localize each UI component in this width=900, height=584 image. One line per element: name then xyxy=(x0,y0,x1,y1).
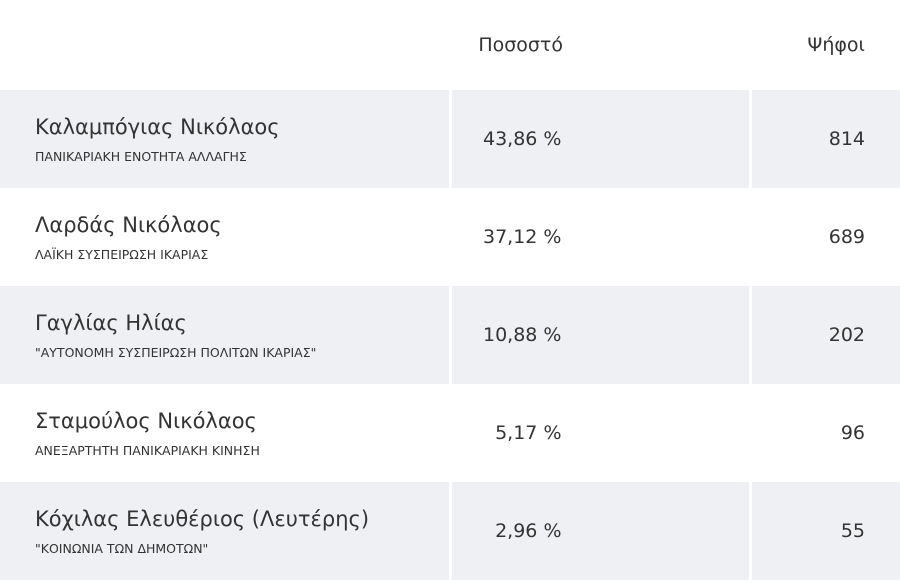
party-name: "ΚΟΙΝΩΝΙΑ ΤΩΝ ΔΗΜΟΤΩΝ" xyxy=(35,540,209,556)
result-row: Λαρδάς Νικόλαος ΛΑΪΚΗ ΣΥΣΠΕΙΡΩΣΗ ΙΚΑΡΙΑΣ 3… xyxy=(0,188,900,286)
result-row: Καλαμπόγιας Νικόλαος ΠΑΝΙΚΑΡΙΑΚΗ ΕΝΟΤΗΤΑ … xyxy=(0,90,900,188)
party-name: ΛΑΪΚΗ ΣΥΣΠΕΙΡΩΣΗ ΙΚΑΡΙΑΣ xyxy=(35,246,209,262)
result-row: Γαγλίας Ηλίας "ΑΥΤΟΝΟΜΗ ΣΥΣΠΕΙΡΩΣΗ ΠΟΛΙΤΩ… xyxy=(0,286,900,384)
votes-cell: 96 xyxy=(748,384,900,482)
header-percent: Ποσοστό xyxy=(478,34,563,56)
votes-cell: 689 xyxy=(748,188,900,286)
table-body: Καλαμπόγιας Νικόλαος ΠΑΝΙΚΑΡΙΑΚΗ ΕΝΟΤΗΤΑ … xyxy=(0,90,900,580)
votes-cell: 814 xyxy=(748,90,900,188)
votes-cell: 202 xyxy=(748,286,900,384)
candidate-name: Κόχιλας Ελευθέριος (Λευτέρης) xyxy=(35,506,370,531)
percent-cell: 37,12 % xyxy=(448,188,750,286)
candidate-cell: Λαρδάς Νικόλαος ΛΑΪΚΗ ΣΥΣΠΕΙΡΩΣΗ ΙΚΑΡΙΑΣ xyxy=(0,188,450,286)
candidate-name: Λαρδάς Νικόλαος xyxy=(35,212,222,237)
candidate-name: Σταμούλος Νικόλαος xyxy=(35,408,257,433)
party-name: ΠΑΝΙΚΑΡΙΑΚΗ ΕΝΟΤΗΤΑ ΑΛΛΑΓΗΣ xyxy=(35,148,247,164)
percent-cell: 2,96 % xyxy=(448,482,750,580)
percent-cell: 5,17 % xyxy=(448,384,750,482)
candidate-cell: Καλαμπόγιας Νικόλαος ΠΑΝΙΚΑΡΙΑΚΗ ΕΝΟΤΗΤΑ … xyxy=(0,90,450,188)
candidate-name: Καλαμπόγιας Νικόλαος xyxy=(35,114,280,139)
percent-cell: 10,88 % xyxy=(448,286,750,384)
party-name: "ΑΥΤΟΝΟΜΗ ΣΥΣΠΕΙΡΩΣΗ ΠΟΛΙΤΩΝ ΙΚΑΡΙΑΣ" xyxy=(35,344,317,360)
party-name: ΑΝΕΞΑΡΤΗΤΗ ΠΑΝΙΚΑΡΙΑΚΗ ΚΙΝΗΣΗ xyxy=(35,442,260,458)
votes-cell: 55 xyxy=(748,482,900,580)
result-row: Κόχιλας Ελευθέριος (Λευτέρης) "ΚΟΙΝΩΝΙΑ Τ… xyxy=(0,482,900,580)
candidate-name: Γαγλίας Ηλίας xyxy=(35,310,187,335)
header-votes: Ψήφοι xyxy=(807,34,865,56)
result-row: Σταμούλος Νικόλαος ΑΝΕΞΑΡΤΗΤΗ ΠΑΝΙΚΑΡΙΑΚΗ… xyxy=(0,384,900,482)
candidate-cell: Γαγλίας Ηλίας "ΑΥΤΟΝΟΜΗ ΣΥΣΠΕΙΡΩΣΗ ΠΟΛΙΤΩ… xyxy=(0,286,450,384)
percent-cell: 43,86 % xyxy=(448,90,750,188)
header-row: Ποσοστό Ψήφοι xyxy=(0,0,900,90)
candidate-cell: Σταμούλος Νικόλαος ΑΝΕΞΑΡΤΗΤΗ ΠΑΝΙΚΑΡΙΑΚΗ… xyxy=(0,384,450,482)
candidate-cell: Κόχιλας Ελευθέριος (Λευτέρης) "ΚΟΙΝΩΝΙΑ Τ… xyxy=(0,482,450,580)
header-empty xyxy=(0,0,450,90)
